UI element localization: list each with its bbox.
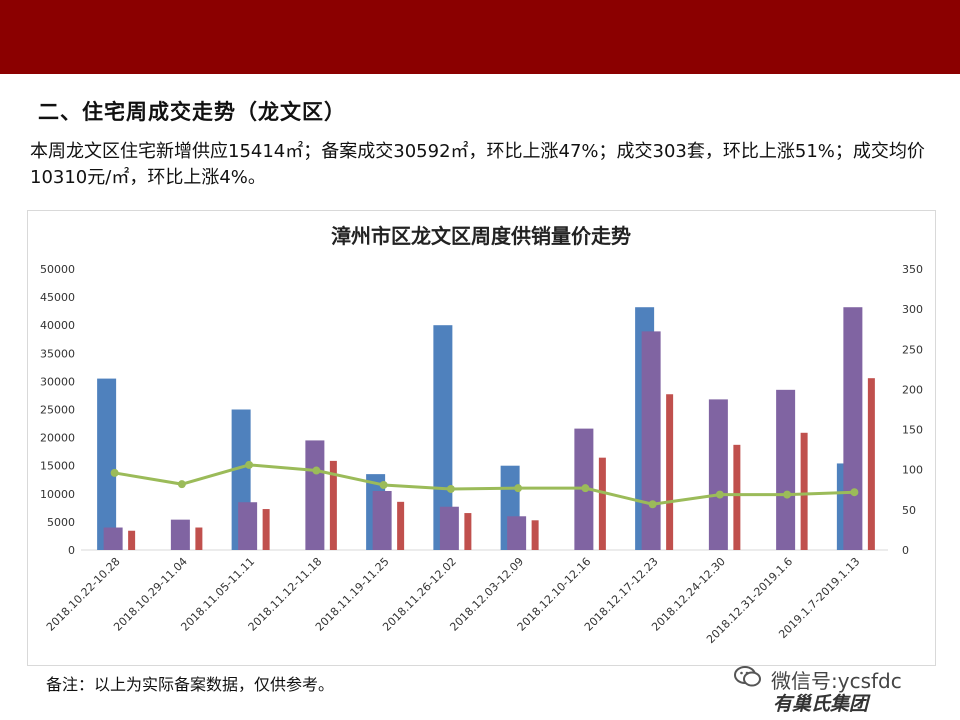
bar-series-3	[867, 378, 875, 550]
left-axis-tick-label: 45000	[40, 291, 75, 304]
right-axis-tick-label: 100	[902, 464, 923, 477]
category-label: 2018.11.26-12.02	[380, 555, 459, 634]
left-axis-tick-label: 40000	[40, 319, 75, 332]
bar-series-2	[305, 440, 325, 550]
right-axis-tick-label: 150	[902, 424, 923, 437]
right-axis-tick-label: 0	[902, 544, 909, 557]
bar-series-2	[641, 331, 661, 550]
right-axis-tick-label: 50	[902, 504, 916, 517]
bar-series-2	[776, 389, 796, 550]
bar-series-3	[262, 509, 270, 550]
category-label: 2018.10.29-11.04	[111, 555, 190, 634]
wechat-id: 微信号:ycsfdc	[733, 664, 902, 695]
left-axis-tick-label: 50000	[40, 263, 75, 276]
bar-series-2	[843, 307, 863, 550]
line-point	[514, 484, 523, 493]
line-point	[715, 490, 724, 499]
weekly-summary: 本周龙文区住宅新增供应15414㎡；备案成交30592㎡，环比上涨47%；成交3…	[30, 141, 925, 188]
category-label: 2018.11.12-11.18	[246, 555, 325, 634]
bar-series-2	[238, 502, 258, 550]
bar-series-3	[128, 530, 136, 550]
supply-sales-price-chart: 漳州市区龙文区周度供销量价走势 050001000015000200002500…	[40, 224, 923, 646]
footnote: 备注：以上为实际备案数据，仅供参考。	[46, 675, 335, 694]
chart-frame: 漳州市区龙文区周度供销量价走势 0 5000 10000 15000 20000 2500…	[27, 210, 936, 666]
bar-series-3	[733, 444, 741, 550]
bar-series-2	[708, 399, 728, 550]
line-point	[850, 488, 859, 497]
right-axis-tick-label: 200	[902, 383, 923, 396]
left-axis-tick-label: 20000	[40, 432, 75, 445]
left-axis-tick-label: 35000	[40, 347, 75, 360]
line-point	[446, 484, 455, 493]
bar-series-3	[666, 394, 674, 550]
line-series	[114, 463, 855, 506]
category-label: 2018.10.22-10.28	[44, 555, 123, 634]
right-axis-tick-label: 350	[902, 263, 923, 276]
bar-series-3	[464, 513, 472, 550]
line-point	[245, 460, 254, 469]
chart-title: 漳州市区龙文区周度供销量价走势	[331, 224, 631, 248]
category-label: 2018.11.19-11.25	[313, 555, 392, 634]
category-label: 2018.12.03-12.09	[447, 555, 526, 634]
bar-series-2	[103, 527, 123, 550]
section-title: 二、住宅周成交走势（龙文区）	[38, 100, 346, 124]
category-label: 2018.12.10-12.16	[515, 555, 594, 634]
line-point	[177, 480, 186, 489]
left-axis-tick-label: 25000	[40, 404, 75, 417]
left-axis-tick-label: 15000	[40, 460, 75, 473]
right-axis-tick-label: 250	[902, 343, 923, 356]
bar-series-1	[97, 378, 117, 550]
bar-series-1	[433, 325, 453, 550]
bar-series-3	[195, 527, 203, 550]
line-point	[110, 468, 119, 477]
top-banner	[0, 0, 960, 74]
category-label: 2018.11.05-11.11	[178, 555, 257, 634]
category-label: 2018.12.24-12.30	[649, 555, 728, 634]
brand-logo-text: 有巢氏集团	[773, 693, 869, 715]
bar-series-2	[372, 490, 392, 550]
bar-series-2	[170, 519, 190, 550]
bar-series-3	[800, 432, 808, 550]
wechat-icon	[733, 664, 763, 695]
bar-series-3	[598, 457, 606, 550]
line-point	[379, 480, 388, 489]
left-axis-tick-label: 30000	[40, 375, 75, 388]
wechat-label: 微信号:ycsfdc	[771, 669, 902, 693]
line-point	[312, 466, 321, 475]
left-axis-tick-label: 0	[68, 544, 75, 557]
bar-series-3	[329, 460, 337, 550]
category-label: 2018.12.17-12.23	[582, 555, 661, 634]
line-point	[581, 484, 590, 493]
bar-series-3	[531, 520, 539, 550]
left-axis-tick-label: 10000	[40, 488, 75, 501]
bar-series-2	[439, 506, 459, 550]
line-point	[648, 500, 657, 509]
bar-series-3	[397, 501, 405, 550]
line-point	[783, 490, 792, 499]
bar-series-2	[507, 516, 527, 550]
right-axis-tick-label: 300	[902, 303, 923, 316]
left-axis-tick-label: 5000	[47, 516, 75, 529]
